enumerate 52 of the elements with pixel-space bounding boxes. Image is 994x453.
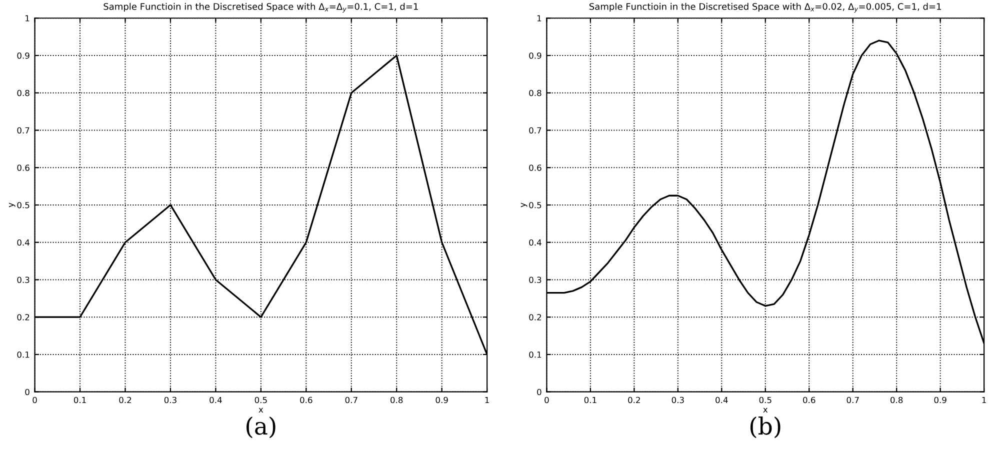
- y-tick-label: 0.9: [529, 52, 542, 59]
- x-tick-label: 0.5: [759, 396, 772, 404]
- y-tick-label: 0.1: [529, 351, 542, 358]
- y-tick-label: 0.2: [17, 314, 30, 320]
- x-tick-label: 1: [982, 396, 986, 404]
- x-tick-label: 0.3: [672, 396, 684, 404]
- y-tick-label: 0.7: [17, 127, 30, 134]
- y-tick-label: 0.5: [529, 202, 542, 208]
- x-tick-label: 0.5: [254, 396, 267, 404]
- y-tick-label: 0: [25, 388, 30, 396]
- x-tick-label: 0.2: [628, 396, 640, 404]
- x-axis-title: x: [258, 408, 264, 412]
- y-tick-label: 0.6: [529, 164, 542, 171]
- y-tick-label: 0.9: [17, 52, 30, 59]
- y-axis-title: y: [520, 202, 528, 208]
- y-tick-label: 0.4: [529, 239, 542, 246]
- y-tick-label: 0.4: [17, 239, 30, 246]
- x-tick-label: 0: [32, 396, 37, 404]
- chart-title: Sample Functioin in the Discretised Space with Δ$_{x}$=Δ$_{y}$=0.1, C=1, d=1: [104, 2, 418, 13]
- x-tick-label: 1: [485, 396, 489, 404]
- y-tick-label: 0.2: [529, 314, 542, 320]
- x-tick-label: 0.2: [119, 396, 132, 404]
- x-tick-label: 0.6: [803, 396, 816, 404]
- x-tick-label: 0.8: [890, 396, 903, 404]
- y-axis-title: y: [8, 202, 16, 208]
- x-tick-label: 0.9: [934, 396, 946, 404]
- x-tick-label: 0.1: [584, 396, 596, 404]
- y-tick-label: 0.7: [529, 127, 542, 134]
- x-tick-label: 0.3: [164, 396, 176, 404]
- x-tick-label: 0.7: [345, 396, 358, 404]
- x-tick-label: 0.4: [210, 396, 222, 404]
- y-tick-label: 1: [537, 15, 542, 22]
- x-tick-label: 0.1: [74, 396, 86, 404]
- y-tick-label: 0.8: [529, 90, 542, 96]
- text: (a): [246, 416, 276, 438]
- x-tick-label: 0.7: [846, 396, 859, 404]
- x-tick-label: 0.4: [716, 396, 728, 404]
- chart-title: Sample Functioin in the Discretised Space with Δ$_{x}$=0.02, Δ$_{y}$=0.005, C=1, d=1: [589, 2, 941, 13]
- x-axis-title: x: [763, 408, 768, 412]
- x-tick-label: 0: [544, 396, 549, 404]
- y-tick-label: 0.3: [529, 276, 542, 284]
- y-tick-label: 0.1: [17, 351, 30, 358]
- text: (b): [750, 416, 780, 438]
- y-tick-label: 0.3: [17, 276, 30, 284]
- y-tick-label: 0: [537, 388, 542, 396]
- y-tick-label: 0.5: [17, 202, 30, 208]
- x-tick-label: 0.8: [390, 396, 403, 404]
- x-tick-label: 0.6: [300, 396, 312, 404]
- y-tick-label: 1: [26, 15, 30, 22]
- y-tick-label: 0.8: [17, 90, 30, 96]
- y-tick-label: 0.6: [17, 164, 30, 171]
- x-tick-label: 0.9: [436, 396, 448, 404]
